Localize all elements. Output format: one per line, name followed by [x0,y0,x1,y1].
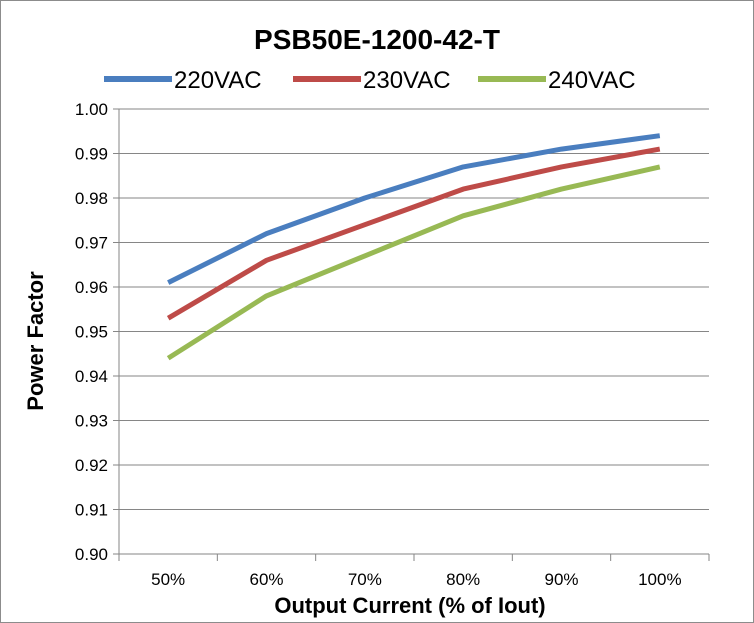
x-tick-label: 80% [446,570,480,589]
legend-item: 240VAC [478,67,636,94]
y-tick-label: 0.97 [75,234,108,253]
legend-item: 230VAC [293,67,451,94]
y-tick-label: 0.92 [75,456,108,475]
y-tick-label: 0.94 [75,367,108,386]
legend-label: 220VAC [174,67,262,94]
axes [113,108,710,561]
x-tick-label: 70% [348,570,382,589]
x-tick-label: 100% [638,570,681,589]
y-tick-label: 1.00 [75,100,108,119]
x-tick-label: 60% [249,570,283,589]
y-tick-label: 0.95 [75,323,108,342]
chart-title: PSB50E-1200-42-T [254,24,500,55]
series-lines [166,133,661,361]
legend-label: 230VAC [363,67,451,94]
y-tick-label: 0.98 [75,189,108,208]
y-tick-label: 0.93 [75,412,108,431]
series-line-1 [167,133,661,285]
gridlines [119,108,709,510]
legend-item: 220VAC [104,67,262,94]
x-tick-label: 50% [151,570,185,589]
y-tick-label: 0.90 [75,545,108,564]
y-tick-label: 0.91 [75,501,108,520]
y-axis-title: Power Factor [23,271,48,411]
legend: 220VAC 230VAC 240VAC [104,67,636,94]
series-line-2 [166,146,661,321]
series-line-3 [166,164,661,361]
legend-label: 240VAC [548,67,636,94]
x-tick-label: 90% [544,570,578,589]
y-tick-labels: 0.90 0.91 0.92 0.93 0.94 0.95 0.96 0.97 0.98 0.99… [75,100,108,564]
x-axis-title: Output Current (% of Iout) [274,593,545,618]
y-tick-label: 0.99 [75,145,108,164]
y-tick-label: 0.96 [75,278,108,297]
x-tick-labels: 50% 60% 70% 80% 90% 100% [151,570,681,589]
